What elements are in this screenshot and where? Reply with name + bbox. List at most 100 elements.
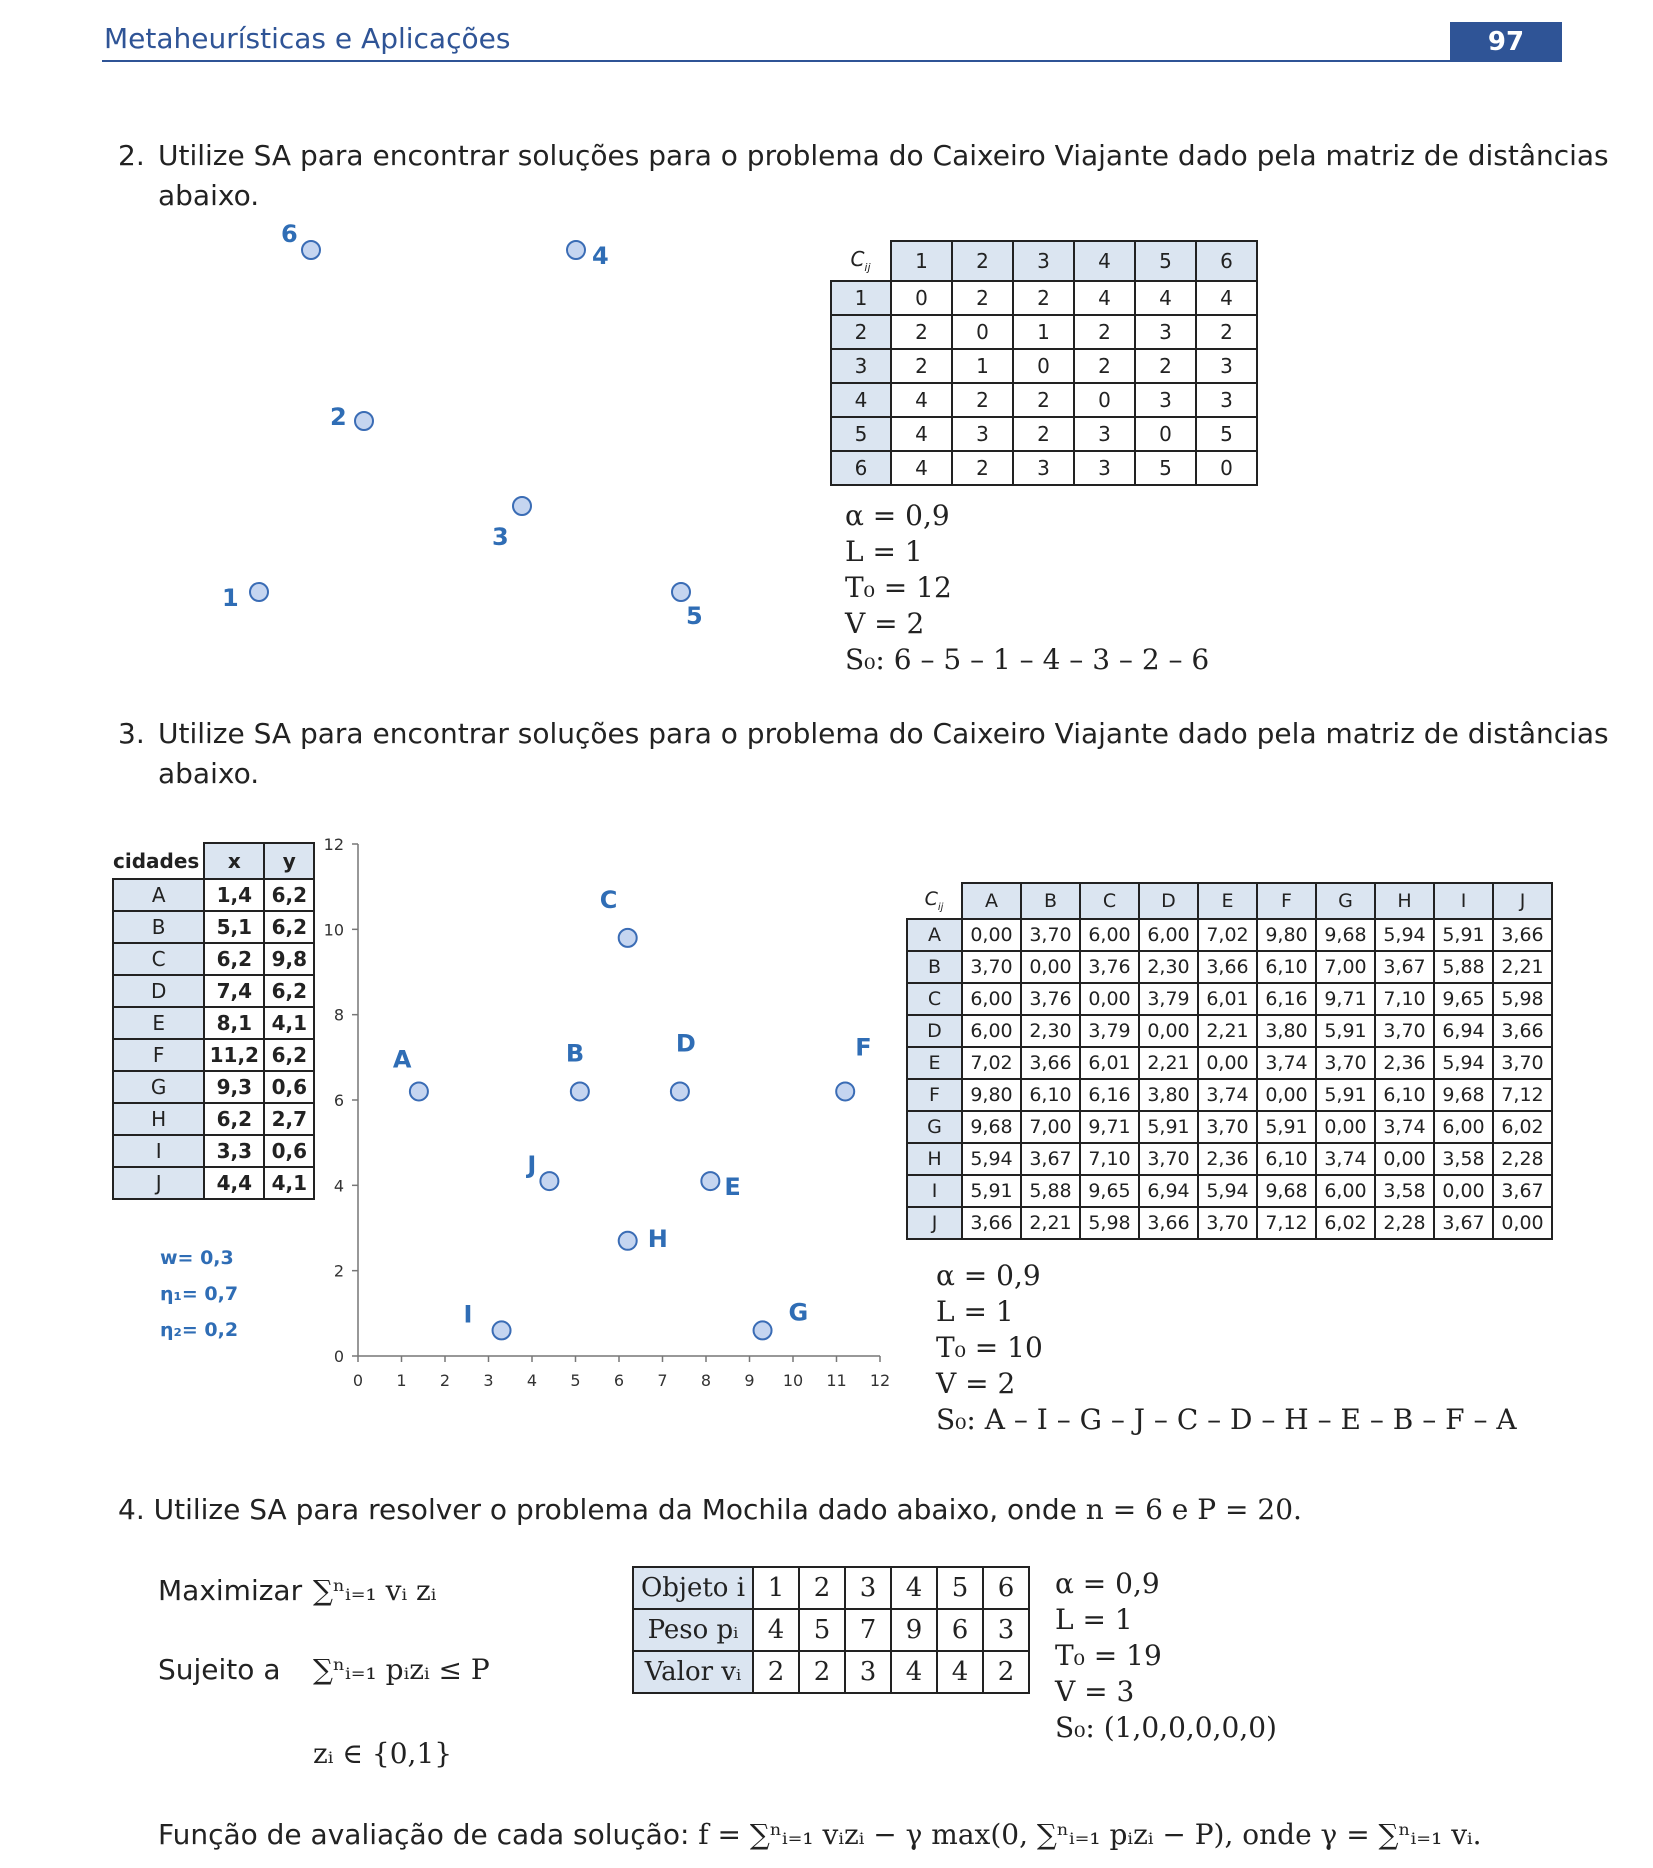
q4-table-cell: 4: [890, 1566, 938, 1610]
q3-matrix-cell: 6,16: [1256, 982, 1317, 1016]
q4-row-header: Peso pᵢ: [632, 1608, 754, 1652]
q3-y-tick-label: 0: [334, 1347, 344, 1366]
q3-matrix-cell: 5,98: [1079, 1206, 1140, 1240]
q3-matrix-cell: 0,00: [1374, 1142, 1435, 1176]
q2-matrix-cell: 4: [1195, 280, 1258, 316]
q2-matrix-cell: 2: [1134, 348, 1197, 384]
q3-city-name: D: [111, 974, 206, 1008]
q2-matrix-cell: 5: [1134, 450, 1197, 486]
q2-matrix-cell: 4: [1073, 280, 1136, 316]
q2-col-header: 5: [1134, 240, 1197, 282]
q3-point-label-C: C: [600, 886, 618, 914]
q2-label-6: 6: [281, 220, 298, 248]
q2-row-header: 6: [830, 450, 892, 486]
q3-city-row: H 6,2 2,7: [111, 1102, 316, 1136]
q4-intro-math: n = 6 e P = 20.: [1085, 1493, 1302, 1526]
q4-param: L = 1: [1055, 1603, 1133, 1636]
q3-param: S₀: A – I – G – J – C – D – H – E – B – …: [936, 1403, 1517, 1436]
q3-corner-label: C: [924, 888, 938, 911]
q3-matrix-cell: 6,01: [1079, 1046, 1140, 1080]
q4-table-cell: 2: [798, 1650, 846, 1694]
q3-city-y: 6,2: [263, 974, 316, 1008]
q3-city-x: 6,2: [203, 942, 266, 976]
q4-table-row: Valor vᵢ 2 2 3 4 4 2: [632, 1650, 1030, 1694]
q3-matrix-row: I 5,91 5,88 9,65 6,94 5,94 9,68 6,00 3,58 0,00 3,6…: [906, 1174, 1553, 1208]
q2-matrix-cell: 3: [1195, 348, 1258, 384]
q3-city-y: 6,2: [263, 878, 316, 912]
q2-matrix-cell: 3: [1073, 416, 1136, 452]
q3-city-row: C 6,2 9,8: [111, 942, 316, 976]
q3-city-name: E: [111, 1006, 206, 1040]
q3-city-x: 6,2: [203, 1102, 266, 1136]
q2-matrix-cell: 0: [1073, 382, 1136, 418]
q3-matrix-row: D 6,00 2,30 3,79 0,00 2,21 3,80 5,91 3,70 6,94 3,6…: [906, 1014, 1553, 1048]
q3-matrix-cell: 3,70: [961, 950, 1022, 984]
q3-city-name: I: [111, 1134, 206, 1168]
q3-matrix-cell: 0,00: [1138, 1014, 1199, 1048]
q2-distance-matrix: Cij 1 2 3 4 5 6 1 0 2 2 4 4 4 2 2 0 1 2 3 2 3 2 1 0 2 2 3 4 4 2 2 0 3 3 5 4 3…: [830, 240, 1258, 486]
q2-matrix-cell: 2: [1073, 314, 1136, 350]
q2-label-5: 5: [686, 602, 703, 630]
q2-row-header: 1: [830, 280, 892, 316]
q3-city-row: D 7,4 6,2: [111, 974, 316, 1008]
q3-matrix-cell: 5,94: [961, 1142, 1022, 1176]
q3-matrix-cell: 3,80: [1256, 1014, 1317, 1048]
q3-matrix-cell: 7,10: [1079, 1142, 1140, 1176]
q2-col-header: 4: [1073, 240, 1136, 282]
q3-city-x: 1,4: [203, 878, 266, 912]
q3-distance-matrix: Cij A B C D E F G H I J A 0,00 3,70 6,00 6,00 7,02 9,80 9,…: [906, 882, 1553, 1240]
q3-matrix-corner: Cij: [907, 883, 963, 920]
q3-city-name: H: [111, 1102, 206, 1136]
q2-param: S₀: 6 – 5 – 1 – 4 – 3 – 2 – 6: [845, 643, 1210, 676]
q4-table-cell: 2: [798, 1566, 846, 1610]
q3-point-label-I: I: [464, 1300, 473, 1328]
q3-point-label-F: F: [855, 1033, 871, 1061]
q2-col-header: 3: [1012, 240, 1075, 282]
q4-row-header: Objeto i: [632, 1566, 754, 1610]
q3-point-label-J: J: [525, 1151, 536, 1179]
q3-matrix-cell: 0,00: [1256, 1078, 1317, 1112]
q3-point-F: [835, 1081, 856, 1102]
q3-matrix-cell: 9,68: [1315, 918, 1376, 952]
q2-corner-sub: ij: [864, 261, 871, 274]
q3-matrix-cell: 6,00: [1138, 918, 1199, 952]
q2-point-4: [566, 240, 586, 260]
q2-label-1: 1: [222, 584, 239, 612]
q3-matrix-cell: 5,94: [1433, 1046, 1494, 1080]
q4-row-header: Valor vᵢ: [632, 1650, 754, 1694]
q3-text-line2: abaixo.: [158, 757, 260, 790]
q3-col-header: F: [1256, 882, 1317, 920]
q3-point-label-A: A: [393, 1045, 412, 1073]
q2-matrix-cell: 2: [1012, 280, 1075, 316]
q3-matrix-cell: 6,10: [1020, 1078, 1081, 1112]
q3-matrix-cell: 9,71: [1315, 982, 1376, 1016]
q3-matrix-cell: 2,21: [1020, 1206, 1081, 1240]
q3-matrix-cell: 9,65: [1079, 1174, 1140, 1208]
q3-matrix-row: G 9,68 7,00 9,71 5,91 3,70 5,91 0,00 3,74 6,00 6,0…: [906, 1110, 1553, 1144]
q3-y-tick-label: 10: [324, 920, 344, 939]
q2-label-3: 3: [492, 523, 509, 551]
q3-matrix-cell: 7,12: [1492, 1078, 1553, 1112]
q2-matrix-cell: 3: [951, 416, 1014, 452]
q3-x-tick-label: 12: [870, 1371, 890, 1390]
q3-matrix-cell: 2,30: [1020, 1014, 1081, 1048]
q3-matrix-cell: 2,21: [1197, 1014, 1258, 1048]
q3-matrix-cell: 3,74: [1197, 1078, 1258, 1112]
q3-point-G: [752, 1320, 773, 1341]
q3-cities-header-city: cidades: [113, 848, 200, 873]
q3-matrix-cell: 5,91: [1138, 1110, 1199, 1144]
q3-matrix-cell: 7,02: [961, 1046, 1022, 1080]
q3-point-label-B: B: [566, 1039, 584, 1067]
q3-matrix-cell: 5,88: [1433, 950, 1494, 984]
q4-table-cell: 2: [752, 1650, 800, 1694]
q3-matrix-cell: 3,74: [1315, 1142, 1376, 1176]
q4-param: V = 3: [1055, 1675, 1135, 1708]
q2-matrix-cell: 3: [1134, 314, 1197, 350]
q3-matrix-cell: 5,88: [1020, 1174, 1081, 1208]
q3-city-row: B 5,1 6,2: [111, 910, 316, 944]
q3-city-row: F 11,2 6,2: [111, 1038, 316, 1072]
q3-matrix-cell: 9,65: [1433, 982, 1494, 1016]
q3-x-tick-label: 2: [440, 1371, 450, 1390]
